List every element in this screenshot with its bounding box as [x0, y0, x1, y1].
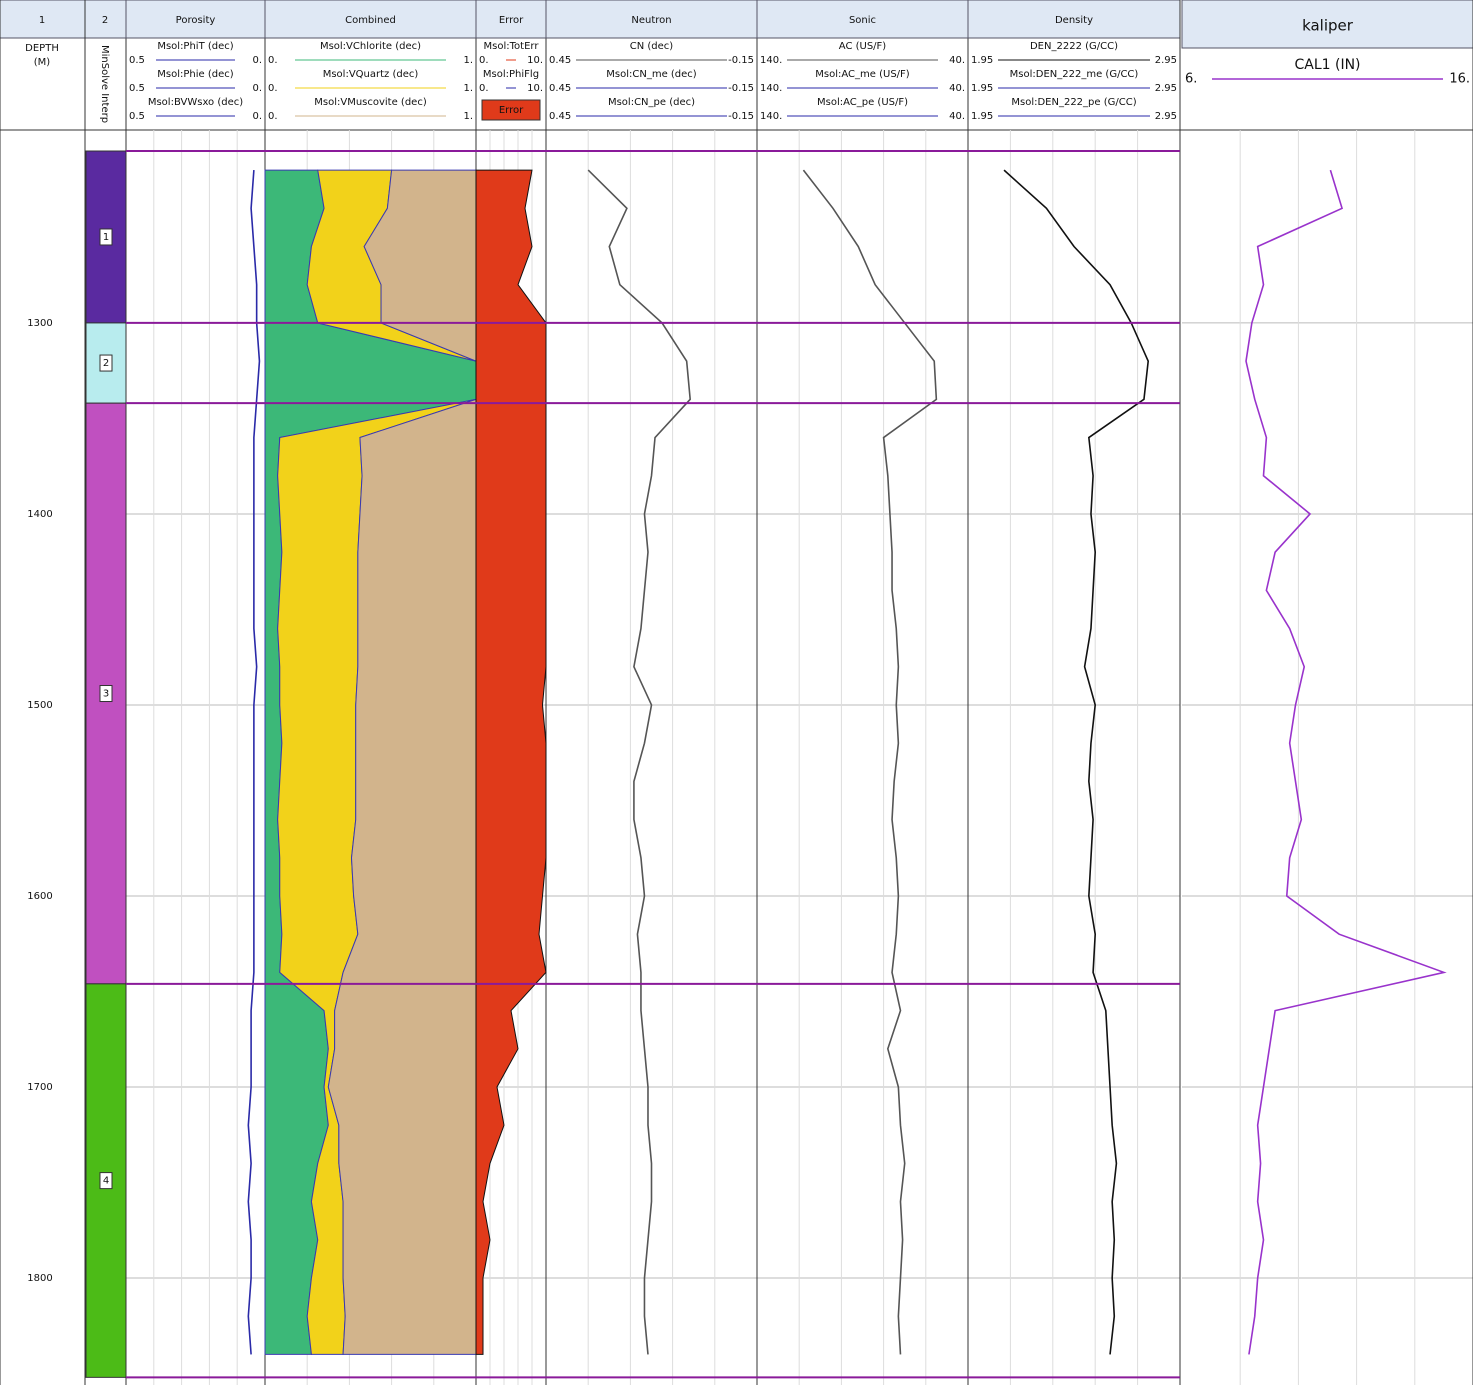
curve-name: Msol:VQuartz (dec) [323, 69, 419, 80]
scale-right: 1. [463, 111, 473, 122]
scale-left: 140. [760, 55, 782, 66]
curve-name: Msol:DEN_222_me (G/CC) [1010, 69, 1139, 80]
curve-name: Msol:DEN_222_pe (G/CC) [1011, 97, 1136, 108]
zone-label-box [99, 354, 113, 372]
track-title: Combined [345, 15, 396, 26]
scale-right: 0. [252, 55, 262, 66]
scale-left: 0.5 [129, 83, 145, 94]
scale-left: 0. [479, 55, 489, 66]
scale-right: 10. [527, 83, 543, 94]
curve-name: Msol:CN_pe (dec) [608, 97, 695, 108]
track-title: Neutron [631, 15, 671, 26]
tab [475, 0, 547, 39]
tab [264, 0, 477, 39]
scale-right: 40. [949, 111, 965, 122]
scale-right: -0.15 [728, 111, 754, 122]
tab [84, 0, 127, 39]
scale-left: 0.45 [549, 55, 571, 66]
scale-left: 1.95 [971, 83, 993, 94]
zone-label-box [99, 685, 113, 703]
track-title: Porosity [176, 15, 216, 26]
curve-name: Msol:VChlorite (dec) [320, 41, 421, 52]
scale-right: 16. [1449, 72, 1470, 87]
tab-label: 1 [39, 15, 45, 26]
zone-label: 3 [103, 689, 109, 700]
depth-tick-label: 1600 [27, 891, 52, 902]
scale-right: 2.95 [1155, 83, 1177, 94]
curve-name: Msol:PhiFlg [483, 69, 539, 80]
track-title: Density [1055, 15, 1093, 26]
scale-left: 0. [268, 55, 278, 66]
curve-name: DEN_2222 (G/CC) [1030, 41, 1118, 52]
scale-left: 0.5 [129, 55, 145, 66]
curve-name: Msol:TotErr [484, 41, 540, 52]
curve-name: Msol:AC_me (US/F) [815, 69, 910, 80]
track-title: Error [499, 15, 524, 26]
depth-label: DEPTH [25, 43, 59, 54]
curve-name: Msol:BVWsxo (dec) [148, 97, 243, 108]
scale-left: 0.45 [549, 83, 571, 94]
tab [125, 0, 266, 39]
log-curve [247, 170, 261, 1355]
depth-unit: (M) [34, 57, 51, 68]
scale-right: -0.15 [728, 55, 754, 66]
log-curve [1003, 169, 1150, 1355]
curve-name: Msol:VMuscovite (dec) [314, 97, 427, 108]
scale-left: 0. [268, 111, 278, 122]
scale-right: 40. [949, 55, 965, 66]
curve-name: Msol:PhiT (dec) [157, 41, 233, 52]
tab-label: 2 [102, 15, 108, 26]
legend-label: Error [499, 105, 524, 116]
scale-left: 1.95 [971, 111, 993, 122]
scale-right: 0. [252, 83, 262, 94]
error-area [475, 169, 547, 1355]
log-curve [1245, 169, 1447, 1355]
scale-right: 2.95 [1155, 111, 1177, 122]
scale-right: 10. [527, 55, 543, 66]
scale-right: 0. [252, 111, 262, 122]
curve-name: Msol:CN_me (dec) [606, 69, 697, 80]
depth-tick-label: 1500 [27, 700, 52, 711]
scale-right: 1. [463, 83, 473, 94]
scale-left: 140. [760, 111, 782, 122]
depth-tick-label: 1800 [27, 1273, 52, 1284]
scale-right: -0.15 [728, 83, 754, 94]
log-curve [587, 169, 692, 1355]
scale-left: 6. [1185, 72, 1197, 87]
curve-name: Msol:Phie (dec) [157, 69, 233, 80]
zone-label: 1 [103, 232, 109, 243]
zone-label: 4 [103, 1176, 109, 1187]
scale-left: 1.95 [971, 55, 993, 66]
scale-left: 0. [479, 83, 489, 94]
curve-name: Msol:AC_pe (US/F) [817, 97, 908, 108]
curve-name: CN (dec) [630, 41, 674, 52]
zone-title: MinSolve Interp [99, 45, 110, 123]
scale-right: 2.95 [1155, 55, 1177, 66]
scale-left: 0.5 [129, 111, 145, 122]
legend-box [481, 99, 541, 121]
scale-right: 1. [463, 55, 473, 66]
track-title: kaliper [1302, 17, 1354, 35]
tab [967, 0, 1181, 39]
curve-name: AC (US/F) [839, 41, 887, 52]
curve-name: CAL1 (IN) [1294, 57, 1360, 73]
scale-left: 140. [760, 83, 782, 94]
tab [1181, 0, 1473, 49]
scale-left: 0. [268, 83, 278, 94]
log-curve [802, 169, 938, 1355]
track-title: Sonic [849, 15, 876, 26]
depth-tick-label: 1300 [27, 318, 52, 329]
scale-right: 40. [949, 83, 965, 94]
zone-label: 2 [103, 358, 109, 369]
zone-label-box [99, 228, 113, 246]
zone-label-box [99, 1172, 113, 1190]
depth-tick-label: 1700 [27, 1082, 52, 1093]
scale-left: 0.45 [549, 111, 571, 122]
tab [545, 0, 758, 39]
depth-tick-label: 1400 [27, 509, 52, 520]
